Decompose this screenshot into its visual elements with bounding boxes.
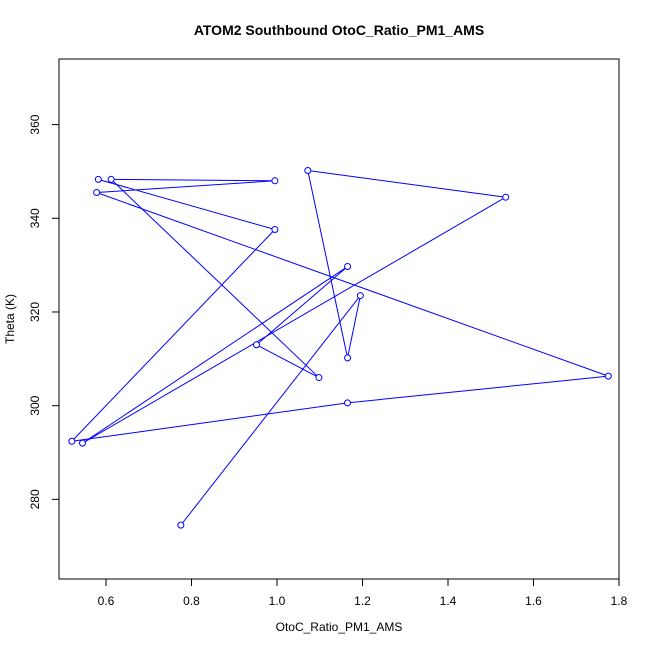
series-segment [111, 178, 275, 182]
series-segment [256, 266, 348, 346]
chart-title: ATOM2 Southbound OtoC_Ratio_PM1_AMS [194, 22, 484, 38]
x-tick-label: 0.6 [98, 594, 115, 608]
series-segment [180, 295, 361, 526]
series-segment [96, 180, 275, 194]
series-segment [82, 266, 348, 444]
y-tick-label: 360 [28, 114, 42, 134]
data-point [315, 374, 323, 382]
data-point [344, 263, 352, 271]
x-tick-label: 1.8 [611, 594, 628, 608]
series-segment [110, 179, 320, 378]
series-segment [347, 375, 609, 404]
x-axis-label: OtoC_Ratio_PM1_AMS [276, 620, 403, 634]
series-segment [347, 295, 361, 358]
series-segment [82, 196, 506, 444]
series-segment [256, 344, 320, 379]
y-tick-label: 320 [28, 302, 42, 322]
x-tick-label: 1.2 [354, 594, 371, 608]
data-point [79, 439, 87, 447]
data-point [93, 189, 101, 197]
data-point [177, 521, 185, 529]
data-point [304, 166, 312, 174]
y-axis: 280 300 320 340 360 [28, 114, 59, 509]
data-point [252, 341, 260, 349]
data-point [94, 175, 102, 183]
y-tick-label: 280 [28, 489, 42, 509]
data-point [107, 175, 115, 183]
series-layer [68, 166, 612, 529]
series-segment [307, 170, 349, 358]
data-point [344, 354, 352, 362]
series-segment [98, 178, 276, 231]
plot-frame [58, 58, 620, 580]
x-axis: 0.6 0.8 1.0 1.2 1.4 1.6 1.8 [98, 579, 628, 608]
x-tick-label: 1.6 [525, 594, 542, 608]
series-segment [71, 229, 276, 442]
x-tick-label: 0.8 [183, 594, 200, 608]
x-tick-label: 1.0 [269, 594, 286, 608]
series-segment [96, 192, 609, 377]
x-tick-label: 1.4 [440, 594, 457, 608]
data-point [604, 372, 612, 380]
data-point [271, 177, 279, 185]
data-point [502, 193, 510, 201]
series-segment [71, 402, 348, 442]
data-point [356, 292, 364, 300]
data-point [271, 226, 279, 234]
data-point [344, 399, 352, 407]
y-axis-label: Theta (K) [3, 294, 17, 344]
series-segment [307, 169, 506, 198]
y-tick-label: 340 [28, 208, 42, 228]
y-tick-label: 300 [28, 395, 42, 415]
data-point [68, 437, 76, 445]
